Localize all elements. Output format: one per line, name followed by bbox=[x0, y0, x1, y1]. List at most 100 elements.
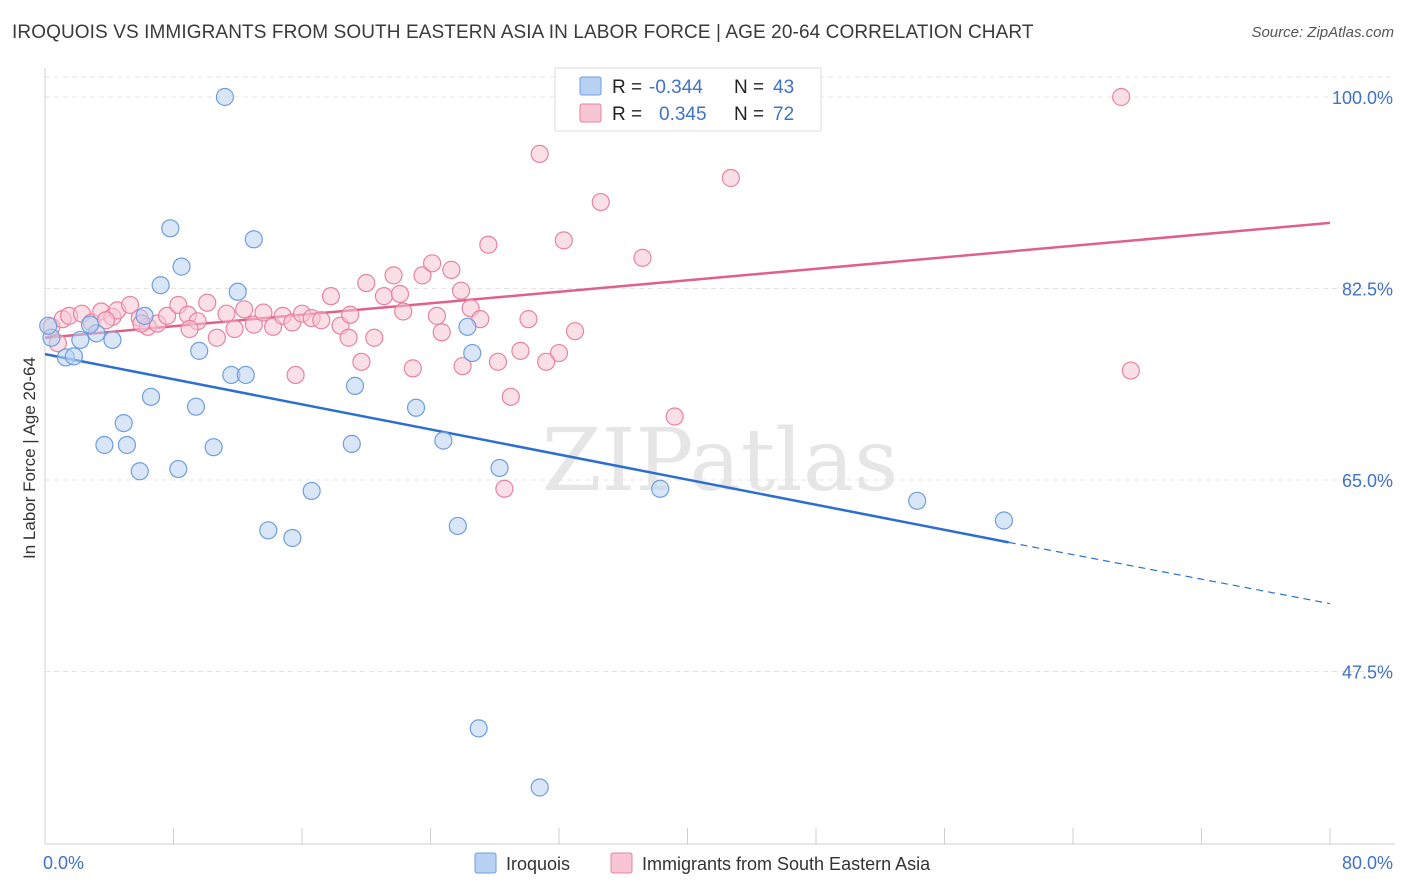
iroquois-trend-extension bbox=[1008, 541, 1331, 605]
legend-sea-label: Immigrants from South Eastern Asia bbox=[642, 854, 931, 874]
sea-point bbox=[235, 300, 254, 319]
iroquois-point bbox=[95, 435, 114, 455]
y-tick-label: 47.5% bbox=[1342, 663, 1393, 683]
iroquois-point bbox=[186, 397, 206, 416]
iroquois-n-value: 43 bbox=[773, 77, 794, 98]
iroquois-point bbox=[114, 413, 133, 433]
iroquois-point bbox=[342, 434, 361, 453]
iroquois-point bbox=[469, 719, 488, 738]
iroquois-swatch bbox=[579, 76, 602, 96]
iroquois-point bbox=[448, 516, 467, 536]
iroquois-point bbox=[161, 219, 180, 238]
sea-point bbox=[225, 319, 244, 339]
iroquois-point bbox=[135, 306, 154, 325]
sea-point bbox=[1121, 361, 1140, 380]
sea-point bbox=[451, 281, 471, 300]
y-tick-label: 82.5% bbox=[1342, 280, 1393, 300]
sea-point bbox=[495, 479, 514, 498]
legend-iroquois-swatch bbox=[474, 852, 497, 874]
legend-sea-swatch bbox=[610, 852, 633, 874]
iroquois-point bbox=[651, 479, 670, 498]
iroquois-point bbox=[117, 435, 137, 455]
sea-point bbox=[254, 303, 273, 322]
sea-point bbox=[312, 311, 331, 330]
sea-n-value: 72 bbox=[773, 104, 794, 125]
scatter-points bbox=[39, 87, 1140, 797]
stats-legend: R = -0.344 N = 43 R = 0.345 N = 72 bbox=[554, 67, 822, 132]
iroquois-point bbox=[302, 481, 321, 501]
sea-point bbox=[157, 306, 177, 325]
sea-point bbox=[591, 192, 610, 212]
sea-point bbox=[339, 328, 358, 347]
iroquois-point bbox=[259, 521, 278, 540]
iroquois-point bbox=[190, 341, 209, 360]
sea-r-value: 0.345 bbox=[659, 104, 707, 125]
watermark: ZIPatlas bbox=[542, 411, 898, 511]
sea-point bbox=[1112, 87, 1131, 107]
legend-iroquois-label: Iroquois bbox=[506, 854, 570, 874]
series-legend: Iroquois Immigrants from South Eastern A… bbox=[474, 852, 931, 874]
sea-point bbox=[390, 284, 410, 304]
iroquois-point bbox=[530, 778, 549, 797]
iroquois-point bbox=[64, 347, 84, 366]
sea-point bbox=[453, 357, 472, 376]
tick-labels: 47.5% 65.0% 82.5% 100.0% 0.0% 80.0% bbox=[43, 88, 1393, 873]
sea-point bbox=[537, 352, 556, 371]
axes bbox=[44, 68, 1395, 845]
sea-point bbox=[488, 352, 508, 371]
sea-point bbox=[207, 328, 226, 347]
sea-point bbox=[394, 302, 413, 321]
sea-point bbox=[427, 306, 447, 325]
x-tick-label: 80.0% bbox=[1342, 853, 1393, 873]
sea-point bbox=[519, 310, 538, 329]
sea-point bbox=[198, 293, 217, 312]
iroquois-point bbox=[236, 365, 255, 385]
iroquois-trend-line bbox=[44, 352, 1009, 544]
y-tick-label: 65.0% bbox=[1342, 471, 1393, 491]
iroquois-point bbox=[490, 458, 509, 478]
iroquois-r-value: -0.344 bbox=[649, 77, 703, 98]
r-label-2: R = bbox=[612, 104, 642, 125]
sea-point bbox=[365, 328, 384, 347]
sea-point bbox=[530, 144, 549, 164]
sea-point bbox=[511, 341, 530, 360]
iroquois-point bbox=[994, 511, 1014, 530]
sea-point bbox=[374, 287, 394, 306]
sea-point bbox=[384, 266, 403, 285]
chart-source: Source: ZipAtlas.com bbox=[1251, 24, 1394, 41]
sea-point bbox=[442, 260, 461, 279]
sea-point bbox=[217, 304, 236, 323]
sea-point bbox=[554, 231, 573, 250]
sea-point bbox=[479, 235, 498, 254]
r-label: R = bbox=[612, 77, 642, 98]
iroquois-point bbox=[172, 257, 191, 276]
n-label: N = bbox=[734, 77, 764, 98]
sea-point bbox=[321, 287, 341, 306]
iroquois-point bbox=[103, 330, 122, 350]
iroquois-point bbox=[169, 459, 188, 479]
sea-point bbox=[413, 266, 432, 285]
sea-point bbox=[341, 305, 360, 324]
sea-point bbox=[121, 295, 140, 315]
iroquois-point bbox=[80, 315, 100, 334]
iroquois-point bbox=[283, 528, 302, 548]
sea-point bbox=[180, 319, 199, 339]
iroquois-point bbox=[141, 387, 161, 406]
sea-point bbox=[432, 323, 451, 342]
iroquois-point bbox=[345, 376, 365, 395]
sea-point bbox=[501, 387, 520, 406]
sea-point bbox=[665, 407, 684, 426]
sea-point bbox=[633, 248, 652, 267]
iroquois-point bbox=[244, 230, 263, 249]
sea-point bbox=[352, 352, 371, 371]
n-label-2: N = bbox=[734, 104, 764, 125]
iroquois-point bbox=[228, 282, 247, 301]
sea-point bbox=[549, 343, 569, 363]
sea-point bbox=[423, 254, 442, 273]
iroquois-point bbox=[204, 438, 223, 457]
x-tick-label: 0.0% bbox=[43, 853, 84, 873]
sea-point bbox=[403, 359, 422, 378]
sea-point bbox=[721, 168, 740, 188]
iroquois-point bbox=[458, 317, 477, 336]
